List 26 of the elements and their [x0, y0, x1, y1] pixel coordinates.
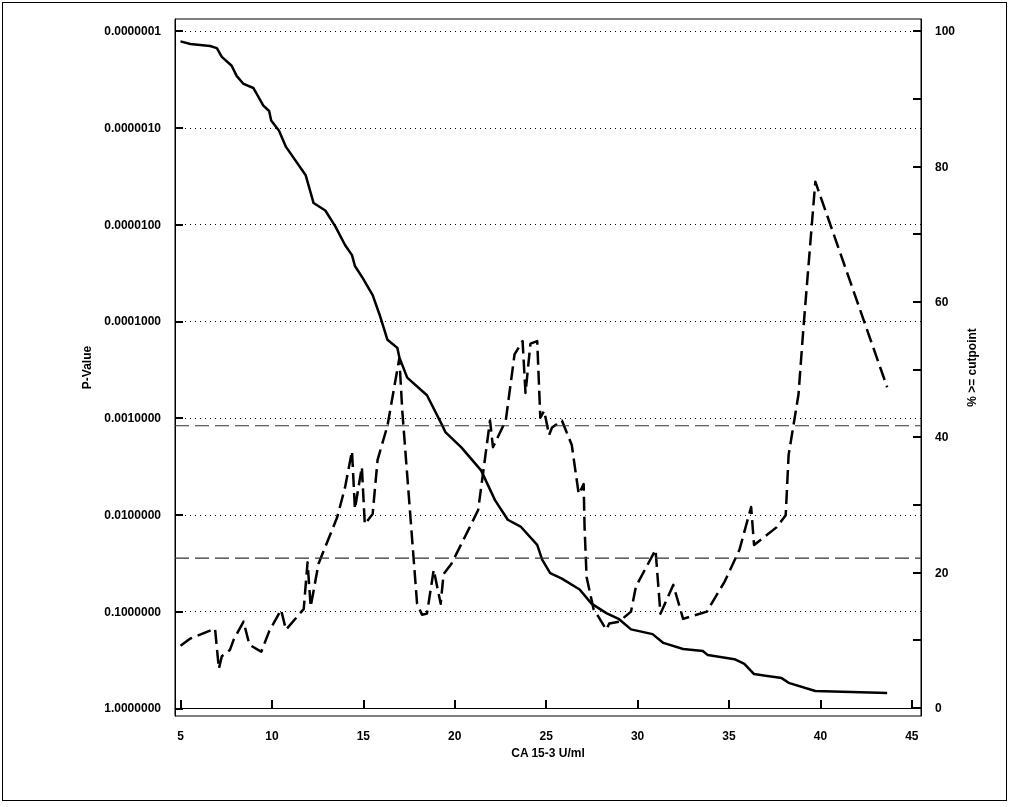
- y2-tick-label: 60: [935, 294, 949, 309]
- y2-tick-label: 100: [935, 24, 956, 39]
- x-tick-label: 5: [177, 729, 185, 743]
- y-tick-label: 0.0001000: [104, 314, 162, 329]
- y-tick-label: 0.0000010: [104, 120, 162, 135]
- x-axis-title: CA 15-3 U/ml: [511, 745, 585, 760]
- x-tick-label: 35: [722, 729, 737, 743]
- y-tick-label: 0.0000100: [104, 217, 162, 232]
- y-tick-label: 1.0000000: [104, 701, 162, 716]
- y2-tick-label: 20: [935, 565, 949, 580]
- x-tick-label: 30: [630, 729, 645, 743]
- x-tick-label: 45: [905, 729, 919, 743]
- x-tick-label: 40: [813, 729, 828, 743]
- y-tick-label: 0.0010000: [104, 411, 162, 426]
- y-axis-title: P-Value: [80, 345, 95, 390]
- y-tick-label: 0.0100000: [104, 507, 162, 522]
- y-tick-label: 0.1000000: [104, 604, 162, 619]
- x-tick-label: 10: [265, 729, 279, 743]
- y2-tick-label: 40: [935, 430, 949, 445]
- y2-tick-label: 80: [935, 159, 949, 174]
- x-tick-label: 20: [448, 729, 462, 743]
- y-tick-label: 0.0000001: [104, 24, 162, 39]
- y2-axis-title: % >= cutpoint: [965, 328, 979, 407]
- x-tick-label: 25: [539, 729, 554, 743]
- x-tick-label: 15: [356, 729, 371, 743]
- y2-tick-label: 0: [935, 700, 942, 715]
